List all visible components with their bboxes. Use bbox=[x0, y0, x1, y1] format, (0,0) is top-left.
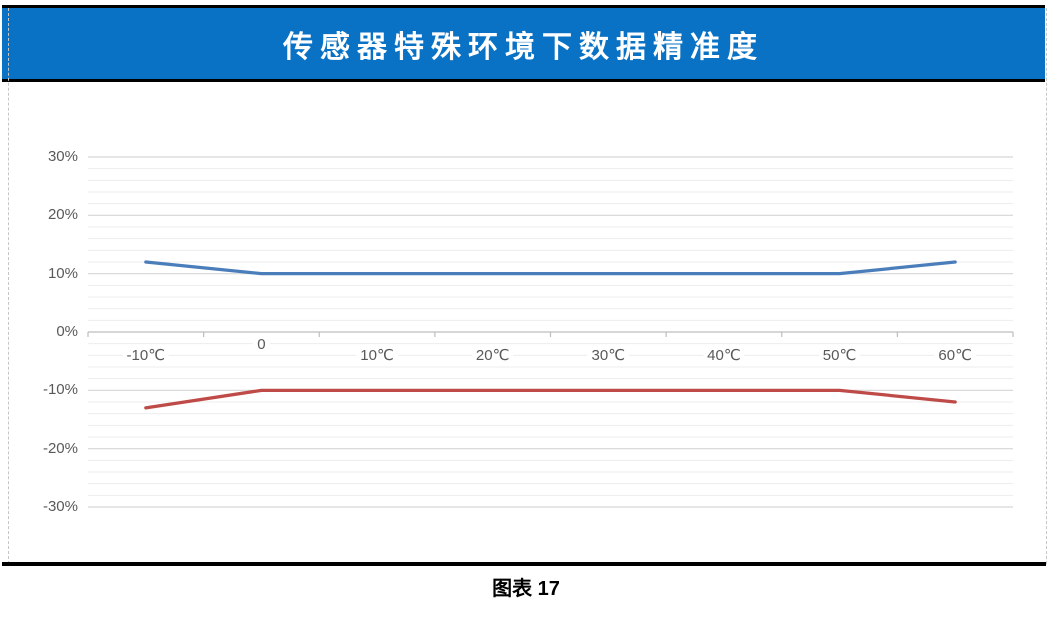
chart-title-bar: 传感器特殊环境下数据精准度 bbox=[2, 5, 1045, 82]
y-tick-label: -10% bbox=[42, 381, 78, 399]
figure-caption: 图表 17 bbox=[492, 578, 560, 600]
x-tick-label: 10℃ bbox=[356, 347, 398, 364]
y-tick-label: 10% bbox=[47, 264, 78, 282]
y-tick-label: 30% bbox=[47, 148, 78, 165]
x-tick-label: -10℃ bbox=[122, 347, 170, 364]
y-tick-label: 0% bbox=[56, 323, 78, 340]
x-tick-label: 50℃ bbox=[818, 347, 861, 364]
x-tick-label: 0 bbox=[253, 336, 270, 353]
x-tick-label: 30℃ bbox=[587, 347, 630, 364]
y-tick-label: -20% bbox=[42, 439, 78, 457]
y-tick-label: -30% bbox=[42, 497, 78, 515]
y-tick-label: 20% bbox=[47, 206, 78, 224]
chart-title: 传感器特殊环境下数据精准度 bbox=[283, 30, 764, 64]
right-frame-guide bbox=[1046, 8, 1047, 564]
x-tick-label: 20℃ bbox=[471, 347, 514, 364]
x-tick-label: 60℃ bbox=[934, 347, 976, 364]
data-line-series-1 bbox=[144, 260, 957, 276]
chart-bottom-border bbox=[2, 562, 1046, 566]
data-line-series-2 bbox=[144, 388, 957, 410]
x-tick-label: 40℃ bbox=[703, 347, 745, 364]
left-frame-guide bbox=[8, 8, 9, 564]
